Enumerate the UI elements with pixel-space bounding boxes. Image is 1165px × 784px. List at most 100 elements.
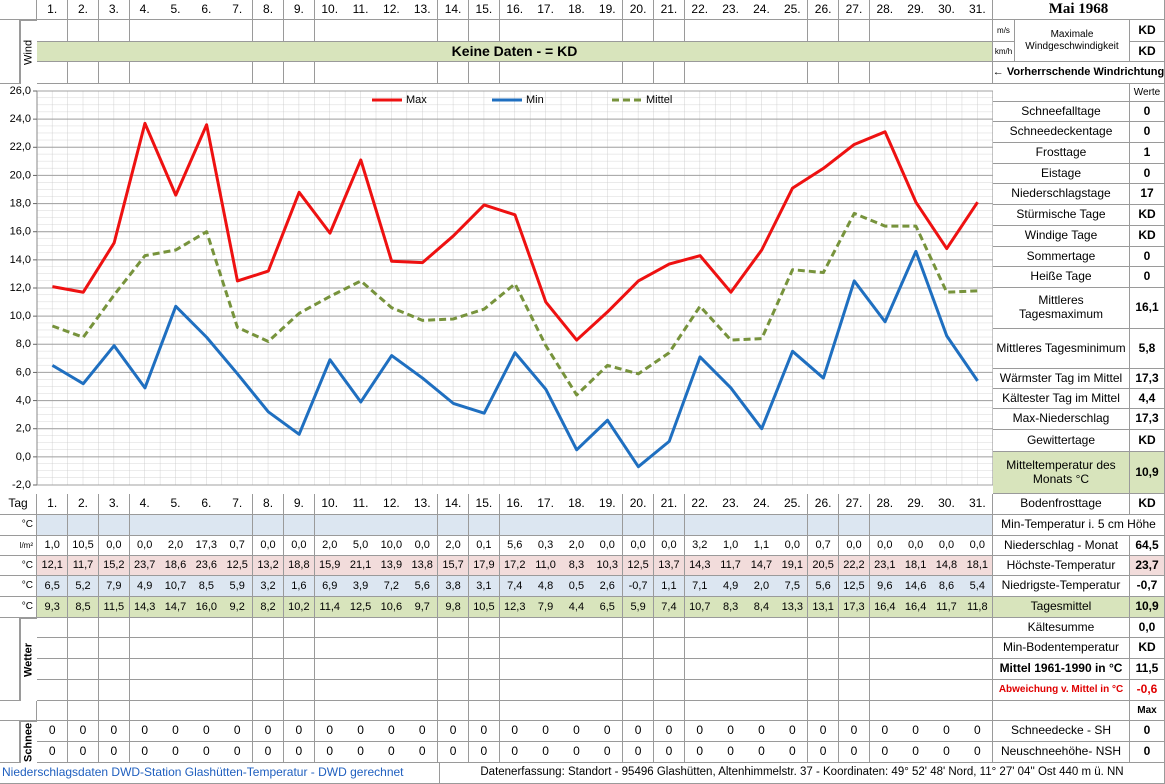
stats-blank (993, 701, 1130, 721)
weather-cell (129, 618, 161, 638)
unit-ms: m/s (993, 20, 1015, 42)
corner-cell (0, 0, 37, 20)
wind-cell (561, 62, 593, 84)
wind-cell (98, 20, 130, 42)
empty-cell (468, 515, 501, 536)
stat-label: Stürmische Tage (993, 205, 1130, 226)
wind-cell (622, 62, 655, 84)
precip-cell: 0,3 (530, 536, 562, 556)
stat-value: 0 (1130, 102, 1165, 122)
empty-cell (252, 515, 285, 536)
weather-cell (869, 618, 901, 638)
precip-cell: 1,0 (37, 536, 69, 556)
wind-cell (191, 62, 223, 84)
weather-left (0, 618, 20, 701)
stat-label: Mittleres Tagesminimum (993, 329, 1130, 369)
wind-label: Wind (20, 20, 37, 84)
empty-cell (807, 515, 840, 536)
weather-cell (838, 638, 871, 659)
snow-label: Schnee (20, 721, 37, 763)
weather-cell (129, 680, 161, 701)
weather-cell (468, 638, 501, 659)
temp-cell: 23,6 (191, 556, 223, 576)
temp-cell: 23,1 (869, 556, 901, 576)
temp-cell: 1,1 (653, 576, 686, 597)
snow-cell: 0 (407, 742, 439, 763)
snow-cell: 0 (129, 742, 161, 763)
temp-cell: 22,2 (838, 556, 871, 576)
weather-cell (684, 701, 716, 721)
stat-value: 0 (1130, 164, 1165, 184)
max-wind-label: Maximale Windgeschwindigkeit (1015, 20, 1130, 62)
weather-cell (592, 701, 624, 721)
day-label: 12. (376, 494, 408, 515)
temp-cell: 7,2 (376, 576, 408, 597)
weather-cell (746, 659, 778, 680)
temp-cell: 1,6 (283, 576, 316, 597)
weather-cell (222, 659, 254, 680)
y-tick-label: 10,0 (10, 310, 31, 322)
wind-cell (407, 62, 439, 84)
snow-cell: 0 (499, 742, 531, 763)
day-header: 1. (37, 0, 69, 20)
temp-cell: 8,5 (67, 597, 100, 618)
weather-cell (715, 618, 747, 638)
weather-cell (807, 659, 840, 680)
weather-cell (931, 659, 963, 680)
y-tick-label: 26,0 (10, 85, 31, 97)
empty-cell (653, 515, 686, 536)
snow-cell: 0 (437, 742, 470, 763)
precip-cell: 0,0 (252, 536, 285, 556)
weather-cell (345, 618, 377, 638)
temp-cell: 7,9 (98, 576, 130, 597)
weather-cell (592, 618, 624, 638)
day-header: 14. (437, 0, 470, 20)
blank-cell (0, 701, 37, 721)
wind-cell (684, 20, 716, 42)
day-label: 17. (530, 494, 562, 515)
temp-cell: 16,4 (900, 597, 932, 618)
snow-cell: 0 (931, 742, 963, 763)
weather-cell (499, 659, 531, 680)
weather-cell (715, 659, 747, 680)
weather-cell (67, 618, 100, 638)
snow-cell: 0 (191, 742, 223, 763)
weather-cell (98, 638, 130, 659)
weather-cell (807, 618, 840, 638)
day-label: 3. (98, 494, 130, 515)
snow-cell: 0 (314, 721, 346, 742)
weather-cell (561, 659, 593, 680)
weather-cell (777, 701, 809, 721)
empty-cell (869, 515, 901, 536)
temp-cell: 8,2 (252, 597, 285, 618)
wind-cell (838, 62, 871, 84)
day-header: 6. (191, 0, 223, 20)
temp-cell: 10,5 (468, 597, 501, 618)
stat-label: Wärmster Tag im Mittel (993, 369, 1130, 389)
month-title: Mai 1968 (993, 0, 1165, 20)
wind-cell (283, 62, 316, 84)
max-wind-kmh: KD (1130, 42, 1165, 62)
temp-cell: 10,6 (376, 597, 408, 618)
stat-value: KD (1130, 430, 1165, 452)
weather-cell (437, 701, 470, 721)
precip-cell: 0,7 (222, 536, 254, 556)
weather-cell (869, 659, 901, 680)
unit-cell: °C (0, 556, 37, 576)
day-label: 13. (407, 494, 439, 515)
stat-label: Niedrigste-Temperatur (993, 576, 1130, 597)
stat-value: 5,8 (1130, 329, 1165, 369)
weather-cell (622, 618, 655, 638)
wind-cell (653, 20, 686, 42)
snow-cell: 0 (252, 742, 285, 763)
weather-cell (807, 701, 840, 721)
snow-cell: 0 (314, 742, 346, 763)
snow-cell: 0 (962, 742, 994, 763)
weather-cell (622, 659, 655, 680)
temp-cell: 16,4 (869, 597, 901, 618)
wind-cell (222, 62, 254, 84)
weather-label: Wetter (20, 618, 37, 701)
empty-cell (962, 515, 994, 536)
temp-cell: 13,9 (376, 556, 408, 576)
weather-cell (160, 659, 192, 680)
